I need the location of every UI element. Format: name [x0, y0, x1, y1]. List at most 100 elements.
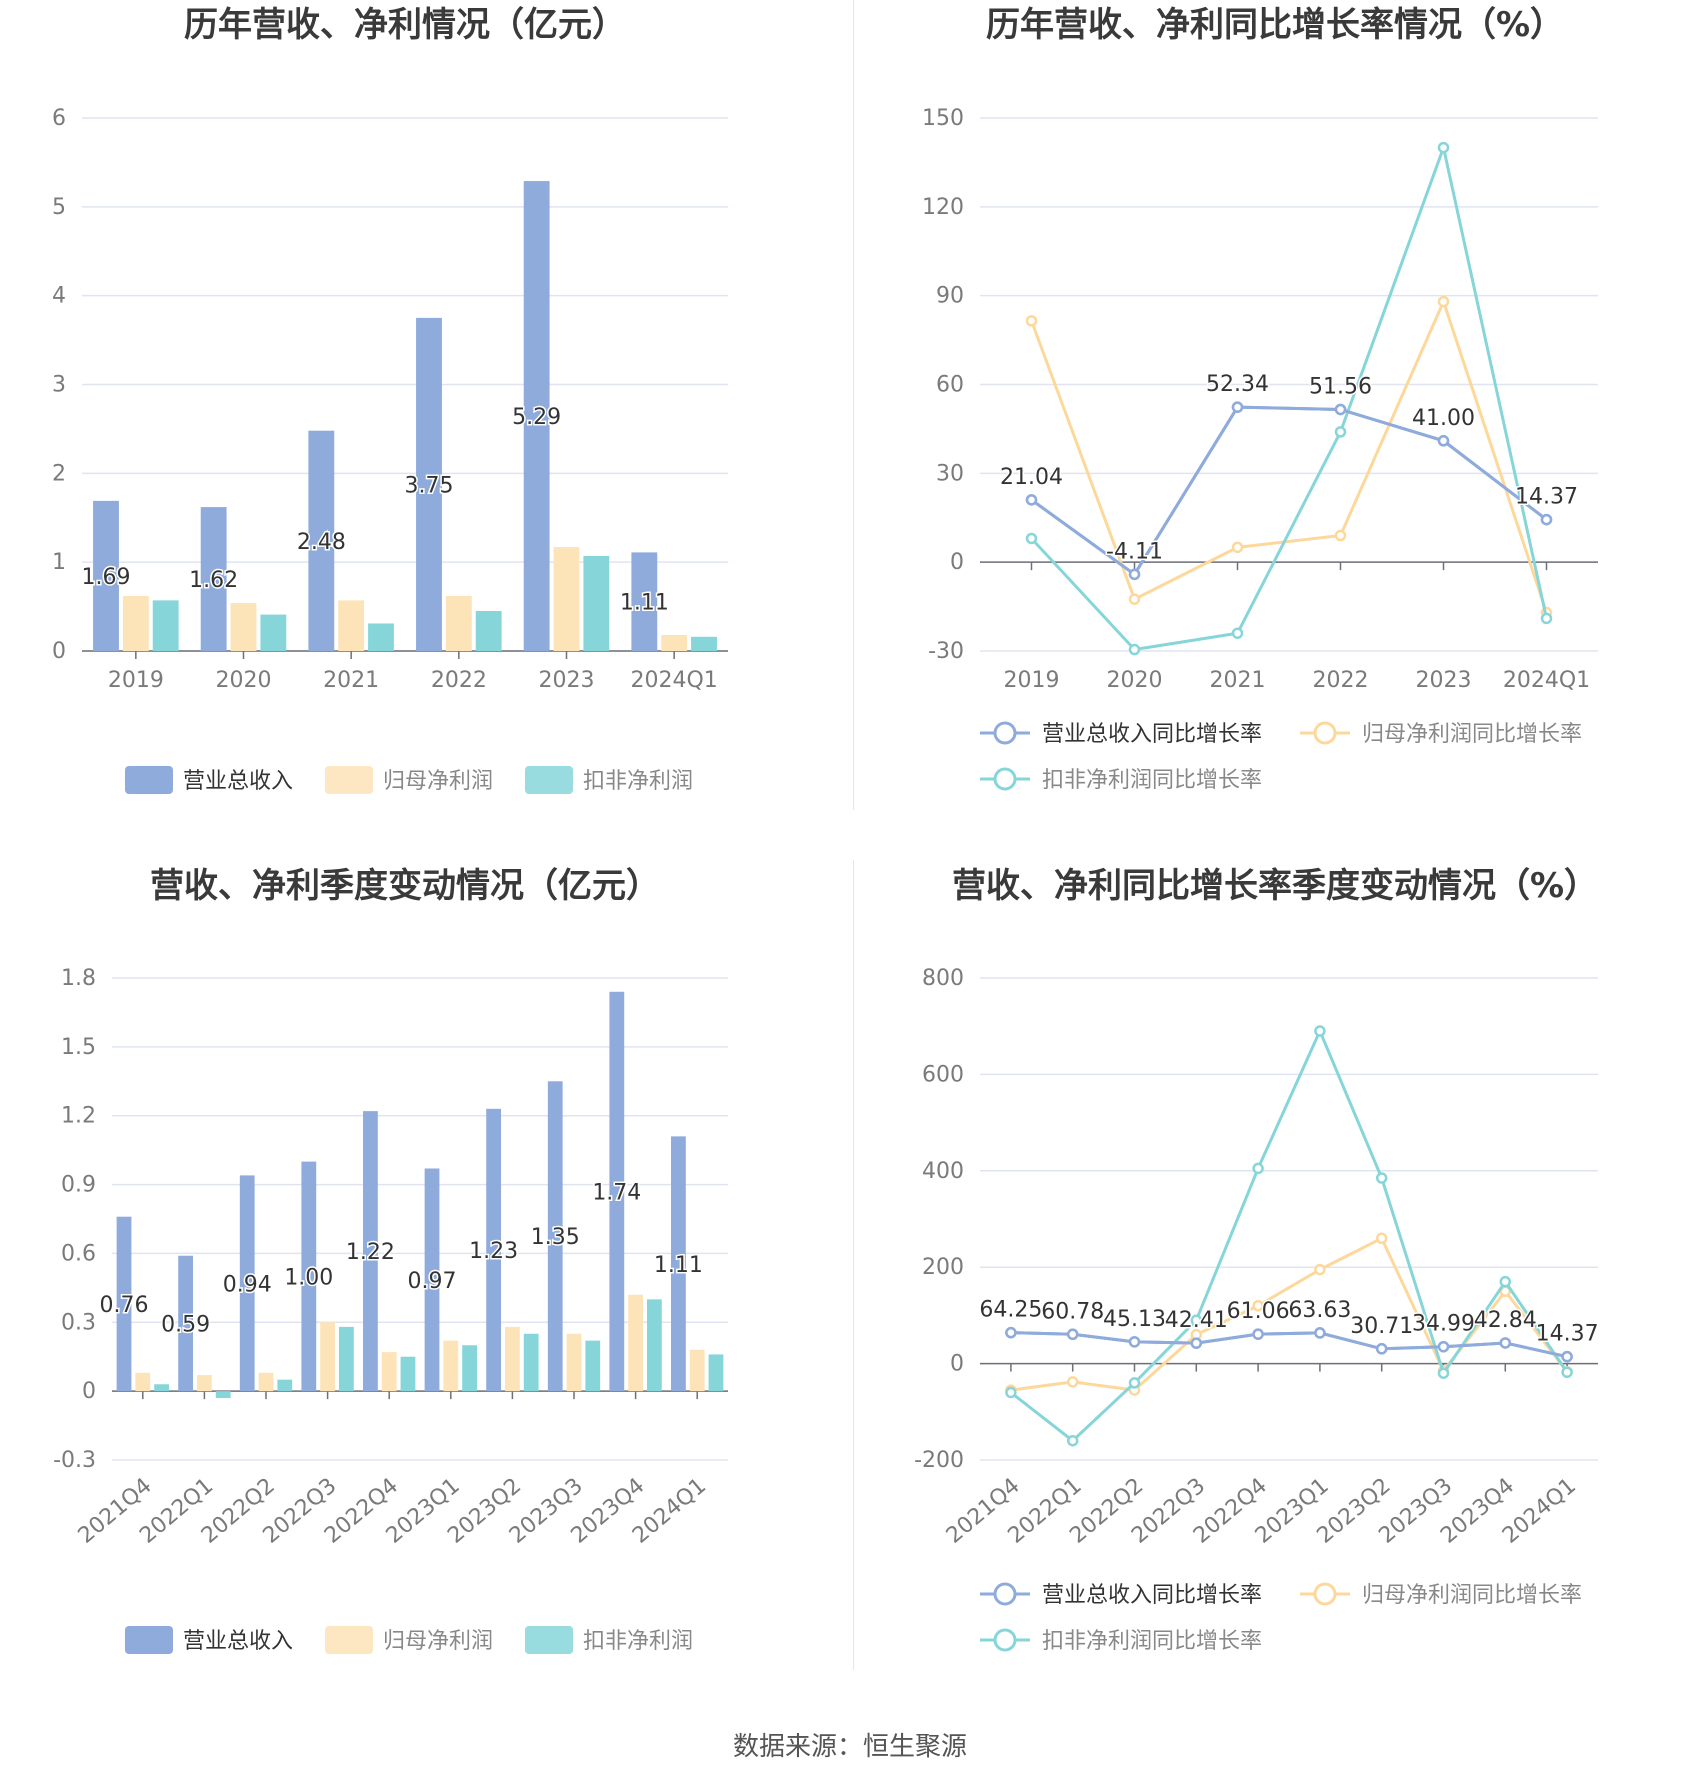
- annual-amount-bar-net-profit: [122, 595, 149, 651]
- quarterly-amount-data-label: 0.94: [223, 1272, 272, 1297]
- quarterly-amount-y-tick-label: 0.3: [61, 1310, 96, 1335]
- quarterly-amount-bar-deducted-profit: [708, 1354, 724, 1392]
- annual-amount-bar-net-profit: [553, 547, 580, 651]
- quarterly-amount-bar-deducted-profit: [400, 1356, 416, 1392]
- annual-growth-data-label: 21.04: [1000, 465, 1063, 490]
- annual-growth-revenue-point: [1025, 494, 1038, 506]
- quarterly-amount-bar-revenue: [116, 1216, 132, 1392]
- quarterly-growth-revenue-point: [1375, 1343, 1388, 1355]
- annual-amount-y-tick-label: 5: [52, 195, 66, 220]
- annual-amount-data-label: 5.29: [512, 405, 561, 430]
- quarterly-amount-bar-deducted-profit: [154, 1384, 169, 1392]
- quarterly-amount-legend-label: 扣非净利润: [583, 1629, 693, 1654]
- annual-amount-bar-deducted-profit: [152, 600, 179, 651]
- quarterly-amount-data-label: 0.59: [161, 1312, 210, 1337]
- quarterly-amount-bar-net-profit: [197, 1375, 212, 1392]
- annual-growth-revenue-point: [1128, 568, 1141, 581]
- annual-growth-title: 历年营收、净利同比增长率情况（%）: [986, 5, 1564, 45]
- quarterly-amount-bar-revenue: [609, 991, 625, 1392]
- annual-amount-legend-label: 营业总收入: [183, 769, 293, 794]
- annual-growth-data-label: -4.11: [1106, 539, 1163, 564]
- annual-amount-data-label: 2.48: [297, 530, 346, 555]
- quarterly-amount-legend-label: 营业总收入: [183, 1629, 293, 1654]
- quarterly-growth-point: [1314, 1263, 1326, 1276]
- quarterly-growth-point: [1437, 1367, 1450, 1379]
- annual-amount-y-tick-label: 0: [52, 639, 66, 664]
- annual-amount-y-tick-label: 3: [52, 373, 66, 398]
- annual-amount-legend-label: 扣非净利润: [583, 769, 693, 794]
- quarterly-growth-title: 营收、净利同比增长率季度变动情况（%）: [952, 866, 1598, 906]
- annual-growth-legend-marker: [993, 767, 1017, 791]
- quarterly-amount-bar-deducted-profit: [462, 1345, 477, 1392]
- quarterly-growth-point: [1066, 1376, 1079, 1388]
- quarterly-amount-bar-revenue: [301, 1161, 317, 1392]
- annual-amount-x-tick-label: 2024Q1: [631, 668, 718, 693]
- quarterly-amount-y-tick-label: 1.5: [61, 1035, 96, 1060]
- quarterly-growth-point: [1375, 1232, 1388, 1245]
- annual-growth-point: [1128, 643, 1141, 656]
- quarterly-growth-revenue-point: [1437, 1340, 1450, 1353]
- quarterly-growth-point: [1375, 1172, 1388, 1184]
- quarterly-amount-bar-deducted-profit: [585, 1340, 601, 1392]
- annual-amount-x-tick-label: 2021: [323, 668, 379, 693]
- quarterly-amount-y-tick-label: -0.3: [53, 1448, 96, 1473]
- annual-amount-bar-deducted-profit: [691, 636, 717, 651]
- quarterly-amount-bar-revenue: [239, 1175, 255, 1392]
- data-source-note: 数据来源：恒生聚源: [732, 1732, 967, 1762]
- quarterly-growth-y-tick-label: -200: [914, 1448, 964, 1473]
- annual-growth-point: [1128, 593, 1141, 605]
- quarterly-growth-revenue-point: [1190, 1337, 1203, 1349]
- annual-amount-bar-deducted-profit: [475, 611, 502, 651]
- quarterly-growth-data-label: 30.71: [1350, 1314, 1413, 1339]
- quarterly-amount-data-label: 1.23: [469, 1239, 518, 1264]
- annual-growth-x-tick-label: 2019: [1004, 668, 1060, 693]
- quarterly-growth-point: [1128, 1377, 1141, 1389]
- quarterly-amount-data-label: 1.00: [284, 1265, 333, 1290]
- annual-growth-y-tick-label: 60: [936, 373, 964, 398]
- quarterly-growth-data-label: 60.78: [1041, 1299, 1104, 1324]
- annual-amount-x-tick-label: 2019: [108, 668, 164, 693]
- quarterly-amount-bar-revenue: [424, 1168, 440, 1392]
- quarterly-growth-data-label: 42.41: [1165, 1308, 1228, 1333]
- quarterly-growth-data-label: 61.06: [1227, 1299, 1290, 1324]
- annual-growth-revenue-point: [1334, 403, 1347, 416]
- quarterly-amount-legend-swatch: [325, 1626, 373, 1654]
- quarterly-growth-line-deducted-profit: [1009, 1027, 1569, 1443]
- annual-growth-legend-label: 归母净利润同比增长率: [1362, 722, 1582, 747]
- annual-amount-bar-deducted-profit: [368, 623, 394, 651]
- annual-amount-title: 历年营收、净利情况（亿元）: [184, 5, 626, 45]
- annual-growth-y-tick-label: 90: [936, 284, 964, 309]
- annual-amount-bar-net-profit: [230, 603, 257, 651]
- quarterly-amount-legend-label: 归母净利润: [383, 1629, 493, 1654]
- annual-amount-y-tick-label: 2: [52, 461, 66, 486]
- annual-growth-point: [1540, 612, 1553, 625]
- quarterly-growth-point: [1561, 1366, 1573, 1379]
- panel-divider-top: [853, 0, 854, 810]
- annual-growth-revenue-point: [1231, 401, 1244, 413]
- annual-amount-bar-revenue: [523, 181, 550, 652]
- quarterly-amount-bar-deducted-profit: [523, 1333, 539, 1392]
- quarterly-amount-bar-revenue: [363, 1111, 378, 1392]
- quarterly-amount-y-tick-label: 0.9: [61, 1173, 96, 1198]
- annual-growth-x-tick-label: 2022: [1313, 668, 1369, 693]
- annual-growth-x-tick-label: 2023: [1416, 668, 1472, 693]
- annual-growth-line-deducted-profit: [1030, 142, 1548, 652]
- quarterly-amount-legend-swatch: [125, 1626, 173, 1654]
- quarterly-growth-revenue-point: [1252, 1328, 1264, 1340]
- annual-growth-revenue-point: [1437, 435, 1450, 447]
- quarterly-amount-y-tick-label: 1.8: [61, 966, 96, 991]
- annual-growth-point: [1025, 315, 1038, 327]
- quarterly-amount-data-label: 1.35: [531, 1225, 580, 1250]
- quarterly-amount-bar-revenue: [671, 1136, 686, 1392]
- annual-amount-legend-swatch: [525, 766, 573, 794]
- quarterly-growth-data-label: 45.13: [1103, 1307, 1166, 1332]
- annual-amount-bar-revenue: [308, 430, 335, 651]
- quarterly-amount-bar-net-profit: [505, 1326, 520, 1392]
- annual-growth-legend-marker: [1313, 721, 1337, 745]
- annual-growth-y-tick-label: -30: [928, 639, 964, 664]
- quarterly-amount-data-label: 1.11: [654, 1253, 703, 1278]
- quarterly-growth-legend-label: 归母净利润同比增长率: [1362, 1583, 1582, 1608]
- quarterly-amount-data-label: 1.22: [346, 1240, 395, 1265]
- quarterly-amount-y-tick-label: 0: [82, 1379, 96, 1404]
